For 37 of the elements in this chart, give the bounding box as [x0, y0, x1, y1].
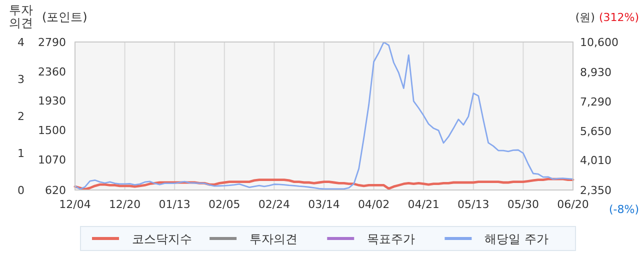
y3-tick-label: 0: [18, 184, 24, 197]
y2-tick-label: 10,600: [580, 36, 618, 49]
legend-label: 목표주가: [367, 232, 416, 246]
y3-tick-label: 2: [18, 110, 24, 123]
y3-tick-label: 4: [18, 36, 24, 49]
text: (312%): [598, 11, 639, 24]
y3-tick-label: 3: [18, 73, 24, 86]
y-tick-label: 2360: [38, 65, 66, 78]
x-tick-label: 04/21: [408, 198, 440, 211]
x-tick-label: 04/02: [358, 198, 390, 211]
x-tick-label: 03/14: [308, 198, 340, 211]
y-tick-label: 1930: [38, 94, 66, 108]
y-tick-label: 1070: [38, 153, 66, 166]
y2-axis-title: (원): [575, 11, 595, 24]
y-tick-label: 620: [45, 184, 66, 197]
y-axis-title: (포인트): [42, 10, 88, 24]
x-tick-label: 12/04: [59, 198, 91, 211]
y-tick-label: 1500: [38, 124, 66, 137]
text: (-8%): [608, 203, 639, 216]
y2-tick-label: 7,290: [580, 95, 612, 108]
x-tick-label: 01/13: [158, 198, 190, 211]
y2-tick-label: 4,010: [580, 154, 612, 168]
legend-label: 해당일 주가: [484, 232, 549, 246]
y2-tick-label: 8,930: [580, 66, 612, 79]
legend-label: 투자의견: [250, 232, 298, 246]
x-tick-label: 06/20: [557, 198, 589, 211]
x-tick-label: 02/05: [208, 198, 240, 211]
x-tick-label: 05/13: [458, 198, 490, 211]
x-tick-label: 12/20: [108, 198, 141, 211]
y3-tick-label: 1: [18, 147, 24, 160]
x-tick-label: 02/24: [258, 198, 290, 211]
y3-axis-title: 투자의견: [8, 3, 34, 30]
y2-tick-label: 5,650: [580, 124, 612, 138]
y-tick-label: 2790: [38, 36, 66, 49]
y2-tick-label: 2,350: [580, 184, 612, 197]
x-tick-label: 05/30: [507, 198, 540, 211]
legend-label: 코스닥지수: [132, 232, 192, 246]
